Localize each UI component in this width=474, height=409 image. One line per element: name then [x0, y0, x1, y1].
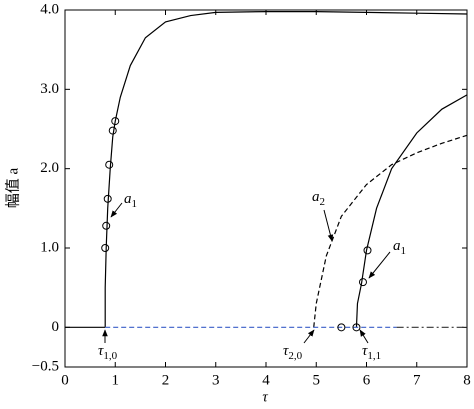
x-tick-label: 7	[413, 372, 421, 388]
annotation-arrow	[323, 209, 334, 242]
annotation-subscript: 1	[401, 245, 407, 257]
x-tick-label: 2	[162, 372, 170, 388]
marker	[363, 246, 372, 255]
annotation-arrow	[368, 251, 391, 279]
annotation-subscript: 1,1	[367, 350, 381, 362]
x-tick-label: 0	[61, 372, 69, 388]
x-tick-label: 1	[112, 372, 120, 388]
marker	[108, 126, 117, 135]
annotation: τ1,1	[362, 343, 381, 361]
annotation-arrow	[303, 329, 315, 344]
curve	[313, 134, 468, 328]
annotation-text: a	[312, 189, 320, 205]
x-tick-label: 3	[212, 372, 220, 388]
annotation-subscript: 1,0	[103, 350, 117, 362]
annotation-text: τ	[283, 343, 289, 359]
curve	[104, 10, 468, 328]
plot-frame	[64, 9, 468, 368]
annotation-arrow	[359, 329, 369, 344]
annotation-subscript: 1	[132, 198, 138, 210]
marker	[111, 117, 120, 126]
x-tick-label: 8	[463, 372, 471, 388]
annotation-arrow	[110, 202, 123, 218]
annotation-text: τ	[362, 343, 368, 359]
y-axis-label: 幅值 a	[4, 167, 21, 208]
annotation: τ1,0	[98, 343, 118, 361]
annotation: a2	[312, 189, 325, 207]
marker	[337, 323, 346, 332]
y-tick-label: 1.0	[40, 239, 59, 255]
marker	[352, 323, 361, 332]
annotation: a1	[124, 191, 137, 209]
x-tick-label: 6	[363, 372, 371, 388]
x-tick-label: 5	[313, 372, 321, 388]
y-tick-label: −0.5	[32, 358, 59, 374]
y-tick-label: 4.0	[40, 1, 59, 17]
y-tick-label: 0	[52, 319, 60, 335]
annotation-subscript: 2,0	[288, 350, 302, 362]
y-tick-label: 2.0	[40, 160, 59, 176]
marker	[101, 244, 110, 252]
marker	[102, 221, 111, 230]
curve	[355, 94, 468, 328]
y-tick-label: 3.0	[40, 81, 59, 97]
annotation-text: a	[124, 191, 132, 207]
annotation-subscript: 2	[320, 196, 326, 208]
marker	[105, 160, 114, 169]
annotation: a1	[393, 238, 406, 256]
x-tick-label: 4	[262, 372, 270, 388]
annotation-text: a	[393, 238, 401, 254]
marker	[103, 194, 112, 203]
marker	[358, 278, 367, 287]
x-axis-label: τ	[262, 389, 268, 405]
annotation-text: τ	[98, 343, 104, 359]
annotation: τ2,0	[283, 343, 303, 361]
